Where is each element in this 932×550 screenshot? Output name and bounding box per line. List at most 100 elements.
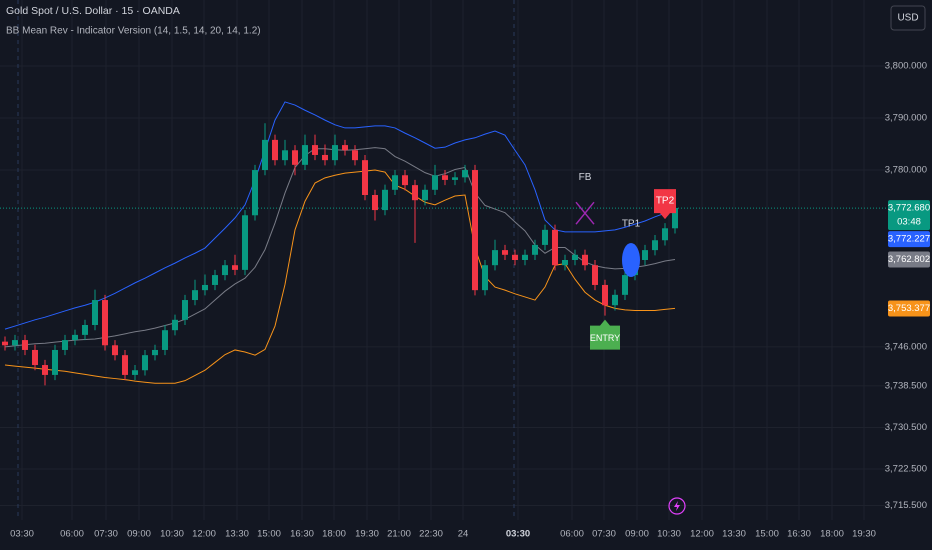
signal-label: TP1 (622, 219, 641, 230)
candle-body (672, 208, 678, 229)
x-tick-label: 16:30 (787, 529, 811, 540)
candle-body (392, 175, 398, 190)
candle-body (442, 175, 448, 180)
candle-body (12, 340, 18, 346)
x-tick-label: 18:00 (322, 529, 346, 540)
candle-body (372, 195, 378, 211)
price-label: 3,772.227 (888, 234, 930, 245)
candle-body (252, 170, 258, 216)
candle-body (92, 300, 98, 325)
signal-marker (590, 319, 620, 350)
y-tick-label: 3,738.500 (885, 380, 927, 391)
candle-body (382, 189, 388, 211)
x-tick-label: 15:00 (755, 529, 779, 540)
candle-body (552, 229, 558, 266)
candle-body (652, 240, 658, 251)
candle-body (532, 244, 538, 255)
x-tick-label: 10:30 (657, 529, 681, 540)
currency-label[interactable]: USD (897, 13, 918, 24)
symbol-title: Gold Spot / U.S. Dollar · 15 · OANDA (6, 5, 180, 17)
candle-body (542, 229, 548, 245)
candle-body (222, 265, 228, 276)
candle-body (132, 370, 138, 375)
signal-marker (622, 243, 640, 277)
x-tick-label: 09:00 (625, 529, 649, 540)
x-tick-label: 03:30 (506, 529, 530, 540)
candle-body (462, 170, 468, 178)
candle-body (262, 139, 268, 171)
candle-body (592, 265, 598, 285)
signal-label: TP2 (656, 196, 675, 207)
candle-body (642, 250, 648, 260)
x-tick-label: 06:00 (60, 529, 84, 540)
currency-button[interactable] (890, 5, 926, 31)
candle-body (82, 325, 88, 335)
price-countdown: 03:48 (897, 217, 921, 228)
candle-body (312, 145, 318, 155)
candle-body (452, 177, 458, 180)
candle-body (322, 154, 328, 161)
candle-body (232, 265, 238, 270)
x-tick-label: 07:30 (592, 529, 616, 540)
band-line (4, 101, 676, 330)
candle-body (32, 349, 38, 366)
candle-body (72, 334, 78, 341)
candle-body (42, 365, 48, 375)
candle-body (522, 254, 528, 260)
candle-body (282, 150, 288, 161)
x-tick-label: 15:00 (257, 529, 281, 540)
alert-icon[interactable] (668, 497, 686, 515)
plot: FB ENTRY TP1 TP2 (2, 101, 678, 386)
y-tick-label: 3,800.000 (885, 61, 927, 72)
x-tick-label: 13:30 (722, 529, 746, 540)
candle-body (342, 145, 348, 151)
x-tick-label: 13:30 (225, 529, 249, 540)
x-tick-label: 24 (458, 529, 469, 540)
candle-body (172, 319, 178, 331)
alert-circle[interactable] (668, 497, 686, 515)
candle-body (52, 349, 58, 375)
x-tick-label: 19:30 (852, 529, 876, 540)
candle-body (562, 260, 568, 266)
candle-body (352, 150, 358, 161)
price-label-box (888, 251, 930, 268)
y-tick-label: 3,722.500 (885, 464, 927, 475)
candle-body (412, 185, 418, 201)
candle-body (62, 340, 68, 350)
grid (0, 0, 886, 520)
x-tick-label: 19:30 (355, 529, 379, 540)
candle-body (402, 175, 408, 186)
x-tick-label: 18:00 (820, 529, 844, 540)
signal-label: ENTRY (590, 333, 620, 343)
x-tick-label: 21:00 (387, 529, 411, 540)
price-label-box (888, 300, 930, 317)
candle-body (332, 145, 338, 161)
candle-body (512, 254, 518, 260)
signal-marker (654, 189, 676, 220)
y-tick-label: 3,730.500 (885, 422, 927, 433)
candle-body (622, 275, 628, 295)
candle-body (22, 340, 28, 350)
candle-body (502, 250, 508, 255)
indicator-title: BB Mean Rev - Indicator Version (14, 1.5… (6, 26, 261, 37)
candle-body (612, 294, 618, 306)
candle-body (492, 250, 498, 266)
x-tick-label: 06:00 (560, 529, 584, 540)
candle-body (182, 300, 188, 320)
x-tick-label: 12:00 (192, 529, 216, 540)
band-line (4, 147, 676, 348)
candle-body (472, 170, 478, 291)
price-label: 3,762.802 (888, 254, 930, 265)
x-tick-label: 07:30 (94, 529, 118, 540)
candle-body (212, 275, 218, 285)
candle-body (362, 160, 368, 195)
signal-marker (575, 201, 595, 225)
signal-label: FB (579, 172, 592, 183)
candle-body (122, 355, 128, 375)
y-tick-label: 3,780.000 (885, 165, 927, 176)
x-tick-label: 03:30 (10, 529, 34, 540)
y-tick-label: 3,715.500 (885, 500, 927, 511)
alert-bolt[interactable] (674, 501, 680, 511)
axes: 3,800.000 3,790.000 3,780.000 3,746.000 3,73… (10, 61, 930, 540)
candle-body (112, 345, 118, 356)
